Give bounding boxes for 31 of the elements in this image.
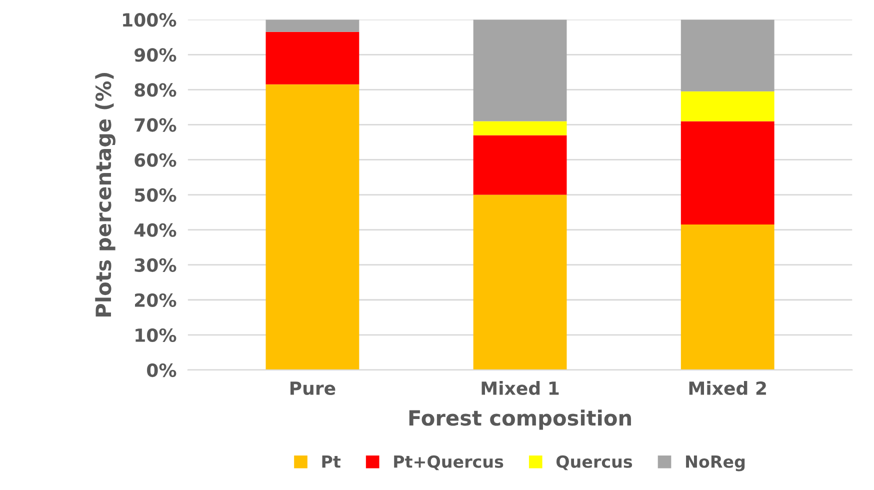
bar <box>680 91 774 122</box>
y-tick-label: 40% <box>134 223 176 237</box>
x-tick-label: Pure <box>290 382 336 396</box>
y-tick-label: 10% <box>136 328 176 342</box>
legend-label: NoReg <box>686 456 745 472</box>
bar <box>266 20 360 32</box>
bar <box>680 224 774 370</box>
bar <box>473 194 567 370</box>
legend-label: Quercus <box>556 455 632 470</box>
y-axis-title: Plots percentage (%) <box>95 72 116 316</box>
bar <box>266 84 360 370</box>
x-tick-label: Mixed 2 <box>689 381 766 396</box>
y-tick-label: 90% <box>134 48 176 62</box>
bar <box>266 32 360 84</box>
y-tick-label: 0% <box>147 363 176 378</box>
y-tick-label: 30% <box>134 258 176 272</box>
y-tick-label: 70% <box>134 118 176 132</box>
y-tick-label: 80% <box>134 83 176 97</box>
x-tick-label: Mixed 1 <box>482 381 559 396</box>
bar <box>473 121 567 136</box>
legend-label: Pt <box>322 456 341 468</box>
y-tick-label: 50% <box>134 188 176 202</box>
bar <box>680 121 774 225</box>
y-tick-label: 60% <box>134 153 176 167</box>
y-tick-label: 100% <box>123 13 176 27</box>
bar <box>473 20 567 122</box>
y-tick-label: 20% <box>135 293 176 307</box>
legend-label: Pt+Quercus <box>394 455 504 470</box>
bar <box>680 20 774 92</box>
x-axis-title: Forest composition <box>409 410 631 430</box>
bar <box>473 135 567 195</box>
